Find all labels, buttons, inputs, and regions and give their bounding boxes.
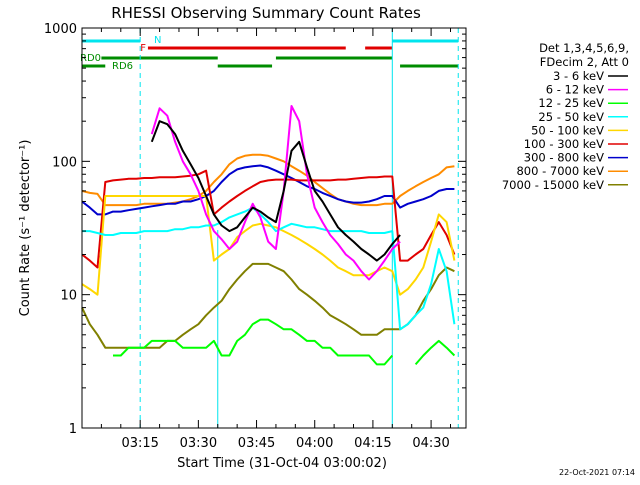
legend-label-300-800-kev: 300 - 800 keV	[524, 151, 604, 165]
x-tick-label-04-15: 04:15	[354, 436, 391, 451]
x-tick-label-04-30: 04:30	[412, 436, 449, 451]
chart-title: RHESSI Observing Summary Count Rates	[111, 4, 421, 22]
x-tick-label-03-15: 03:15	[121, 436, 158, 451]
y-tick-label-1000: 1000	[44, 22, 77, 37]
legend-label-50-100-kev: 50 - 100 keV	[531, 123, 604, 137]
y-tick-label-10: 10	[60, 289, 77, 304]
series-line-100-300-kev	[81, 169, 456, 269]
legend-label-800-7000-kev: 800 - 7000 keV	[516, 164, 604, 178]
x-tick-label-04-00: 04:00	[296, 436, 333, 451]
y-axis-ticks: 1 10 100 1000	[44, 22, 466, 437]
x-axis-label: Start Time (31-Oct-04 03:00:02)	[177, 456, 387, 471]
timestamp: 22-Oct-2021 07:14	[559, 468, 635, 477]
series-line-3-6-kev	[150, 120, 401, 262]
y-tick-label-1: 1	[69, 422, 77, 437]
flag-label-rd0: RD0	[80, 53, 101, 64]
series-line-25-50-kev	[82, 206, 456, 331]
series-line-6-12-kev	[150, 105, 401, 281]
series-line-300-800-kev	[81, 164, 455, 216]
y-tick-label-100: 100	[52, 155, 77, 170]
x-tick-label-03-30: 03:30	[180, 436, 217, 451]
flag-bars: NF RD0 RD6	[80, 28, 459, 428]
series-lines	[81, 105, 456, 366]
legend-label-7000-15000-kev: 7000 - 15000 keV	[502, 178, 604, 192]
legend-label-100-300-kev: 100 - 300 keV	[524, 137, 604, 151]
flag-label-flare: F	[140, 43, 146, 54]
legend-label-12-25-kev: 12 - 25 keV	[538, 96, 604, 110]
flag-label-rd6: RD6	[112, 61, 133, 72]
flag-label-night: N	[154, 35, 161, 46]
series-line-800-7000-kev	[81, 153, 455, 207]
legend: Det 1,3,4,5,6,9, FDecim 2, Att 0 3 - 6 k…	[502, 41, 629, 192]
legend-header-line-2: FDecim 2, Att 0	[540, 55, 629, 69]
x-tick-label-03-45: 03:45	[238, 436, 275, 451]
legend-label-3-6-kev: 3 - 6 keV	[553, 69, 604, 83]
x-axis-ticks: 03:15 03:30 03:45 04:00 04:15 04:30	[81, 28, 451, 451]
y-axis-label: Count Rate (s⁻¹ detector⁻¹)	[18, 140, 33, 317]
legend-label-6-12-kev: 6 - 12 keV	[546, 83, 604, 97]
series-line-12-25-kev	[113, 318, 456, 366]
legend-label-25-50-kev: 25 - 50 keV	[538, 110, 604, 124]
series-line-50-100-kev	[81, 195, 456, 296]
plot-frame	[81, 27, 467, 429]
legend-header-line-1: Det 1,3,4,5,6,9,	[539, 41, 629, 55]
